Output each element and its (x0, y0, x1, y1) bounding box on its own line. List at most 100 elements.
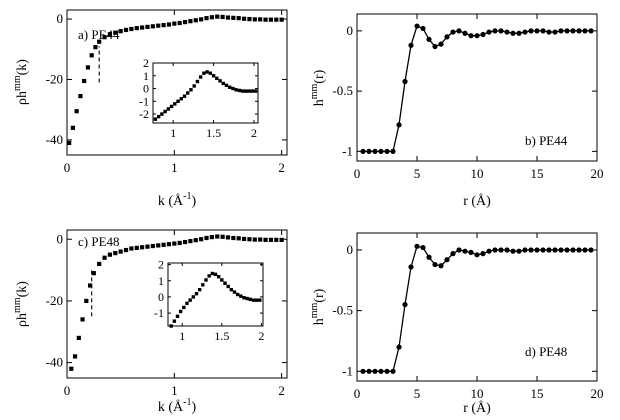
data-point (188, 239, 193, 244)
data-point (498, 247, 504, 253)
data-point (486, 248, 492, 254)
data-point (576, 28, 582, 34)
data-point (215, 234, 220, 239)
data-point (582, 28, 588, 34)
data-point (188, 19, 193, 24)
data-point (426, 36, 432, 42)
data-point (169, 104, 174, 109)
x-tick-label: 20 (591, 386, 604, 401)
data-point (248, 297, 253, 302)
data-point (426, 254, 432, 260)
data-point (360, 368, 366, 374)
data-point (107, 32, 113, 37)
data-point (468, 33, 474, 39)
data-point (198, 75, 203, 79)
data-point (207, 274, 211, 278)
x-tick-label: 1.5 (214, 329, 229, 343)
data-point (161, 242, 166, 247)
data-point (192, 84, 196, 88)
data-point (177, 240, 182, 246)
panel-c-inset-frame (167, 262, 264, 327)
data-point (186, 91, 190, 95)
data-point (150, 243, 155, 249)
data-point (582, 247, 588, 253)
data-point (268, 17, 274, 22)
data-point (176, 99, 180, 103)
panel-a-y-label: ρhmm(k) (12, 59, 30, 105)
x-tick-label: 1 (171, 160, 178, 175)
data-point (189, 88, 193, 92)
panel-c-x-ticks: 0 1 2 (64, 230, 285, 398)
data-point (199, 17, 204, 22)
data-point (274, 17, 279, 22)
data-point (546, 29, 552, 35)
data-point (279, 237, 284, 242)
data-point (89, 53, 94, 58)
x-tick-label: 10 (471, 386, 484, 401)
panel-c-marks (69, 234, 284, 371)
x-tick-label: 20 (591, 166, 604, 181)
data-point (247, 237, 252, 242)
data-point (188, 298, 192, 302)
data-point (179, 97, 183, 101)
data-point (236, 236, 241, 241)
y-tick-label: -1 (139, 94, 149, 108)
data-point (102, 255, 107, 260)
data-point (237, 88, 242, 93)
data-point (510, 30, 516, 36)
data-point (244, 89, 248, 93)
panel-b-x-ticks: 0 5 10 15 20 (354, 14, 604, 181)
x-tick-label: 5 (414, 386, 421, 401)
data-point (588, 247, 594, 253)
data-point (199, 237, 204, 242)
data-point (444, 257, 450, 263)
y-tick-label: -2 (139, 107, 149, 121)
data-point (274, 237, 279, 242)
y-tick-label: 2 (158, 258, 164, 272)
data-point (231, 235, 236, 241)
x-tick-label: 15 (531, 386, 544, 401)
data-point (172, 21, 177, 26)
y-tick-label: -40 (46, 355, 63, 370)
data-point (166, 22, 172, 27)
y-tick-label: -1 (342, 363, 353, 378)
data-point (462, 248, 468, 254)
data-point (161, 23, 166, 28)
data-point (145, 24, 150, 30)
data-point (220, 234, 225, 239)
panel-c-x-label: k (Å-1) (158, 397, 197, 415)
panel-a-y-ticks: 0-20-40 (46, 11, 287, 147)
data-point (223, 281, 227, 285)
data-point (390, 368, 396, 374)
data-point (516, 30, 522, 36)
data-point (242, 296, 246, 300)
data-point (588, 28, 594, 34)
data-point (570, 28, 576, 34)
data-point (201, 283, 205, 287)
panel-c-inset: 1 1.5 2 2 1 0 -1 (154, 258, 264, 343)
data-point (156, 23, 161, 28)
data-point (528, 28, 534, 34)
data-point (93, 45, 98, 50)
data-point (202, 71, 206, 75)
panel-d-y-ticks: 0 -0.5 -1 (332, 242, 597, 378)
data-point (134, 26, 139, 31)
data-point (552, 247, 558, 253)
data-point (129, 26, 134, 32)
data-point (172, 319, 177, 323)
data-point (145, 244, 150, 249)
data-point (396, 344, 402, 350)
data-point (522, 247, 528, 253)
data-point (247, 16, 252, 22)
panel-b-label: b) PE44 (525, 133, 568, 148)
x-tick-label: 2 (251, 126, 257, 140)
y-tick-label: 0 (57, 11, 64, 26)
data-point (564, 28, 570, 34)
panel-a-label: a) PE44 (78, 27, 120, 42)
data-point (252, 17, 257, 22)
data-point (564, 247, 570, 253)
data-point (232, 290, 237, 294)
data-point (516, 248, 522, 254)
data-point (118, 249, 123, 254)
data-point (378, 368, 384, 374)
